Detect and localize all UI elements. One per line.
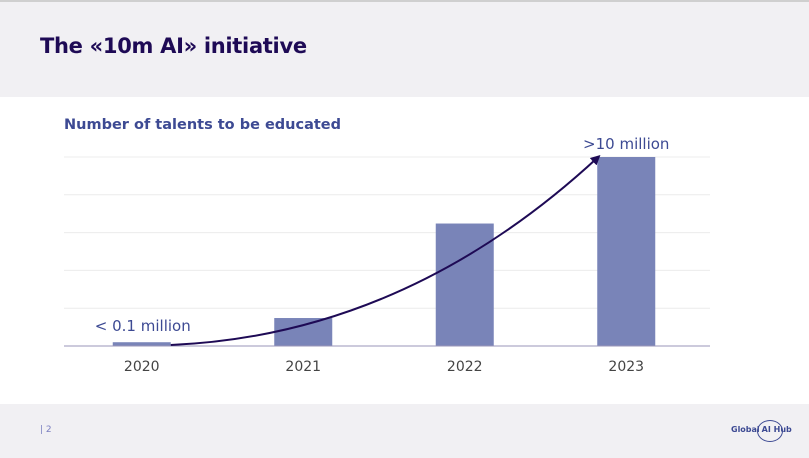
bar-2022 (435, 223, 494, 346)
data-annotations: < 0.1 million >10 million (95, 135, 670, 335)
logo-text-aihub: AI Hub (761, 425, 792, 434)
bar-2021 (274, 318, 333, 346)
chart-title: Number of talents to be educated (64, 117, 342, 133)
slide-footer (0, 404, 809, 458)
x-tick-labels: 2020 2021 2022 2023 (124, 359, 644, 375)
slide-title: The «10m AI» initiative (40, 34, 307, 58)
data-label-2023: >10 million (583, 135, 669, 153)
data-label-2020: < 0.1 million (95, 317, 191, 335)
global-ai-hub-logo: Global AI Hub (731, 420, 792, 442)
slide-header (0, 2, 809, 97)
x-tick-label: 2020 (124, 359, 160, 375)
top-border (0, 0, 809, 2)
logo-circle-icon (757, 420, 783, 442)
x-tick-label: 2023 (608, 359, 644, 375)
bar-2023 (597, 157, 656, 346)
growth-arrow (170, 154, 601, 346)
bars (112, 157, 656, 346)
x-tick-label: 2021 (285, 359, 321, 375)
logo-text-global: Global (731, 425, 760, 434)
x-tick-label: 2022 (447, 359, 483, 375)
bar-2020 (112, 342, 171, 346)
page-number: | 2 (40, 425, 52, 435)
